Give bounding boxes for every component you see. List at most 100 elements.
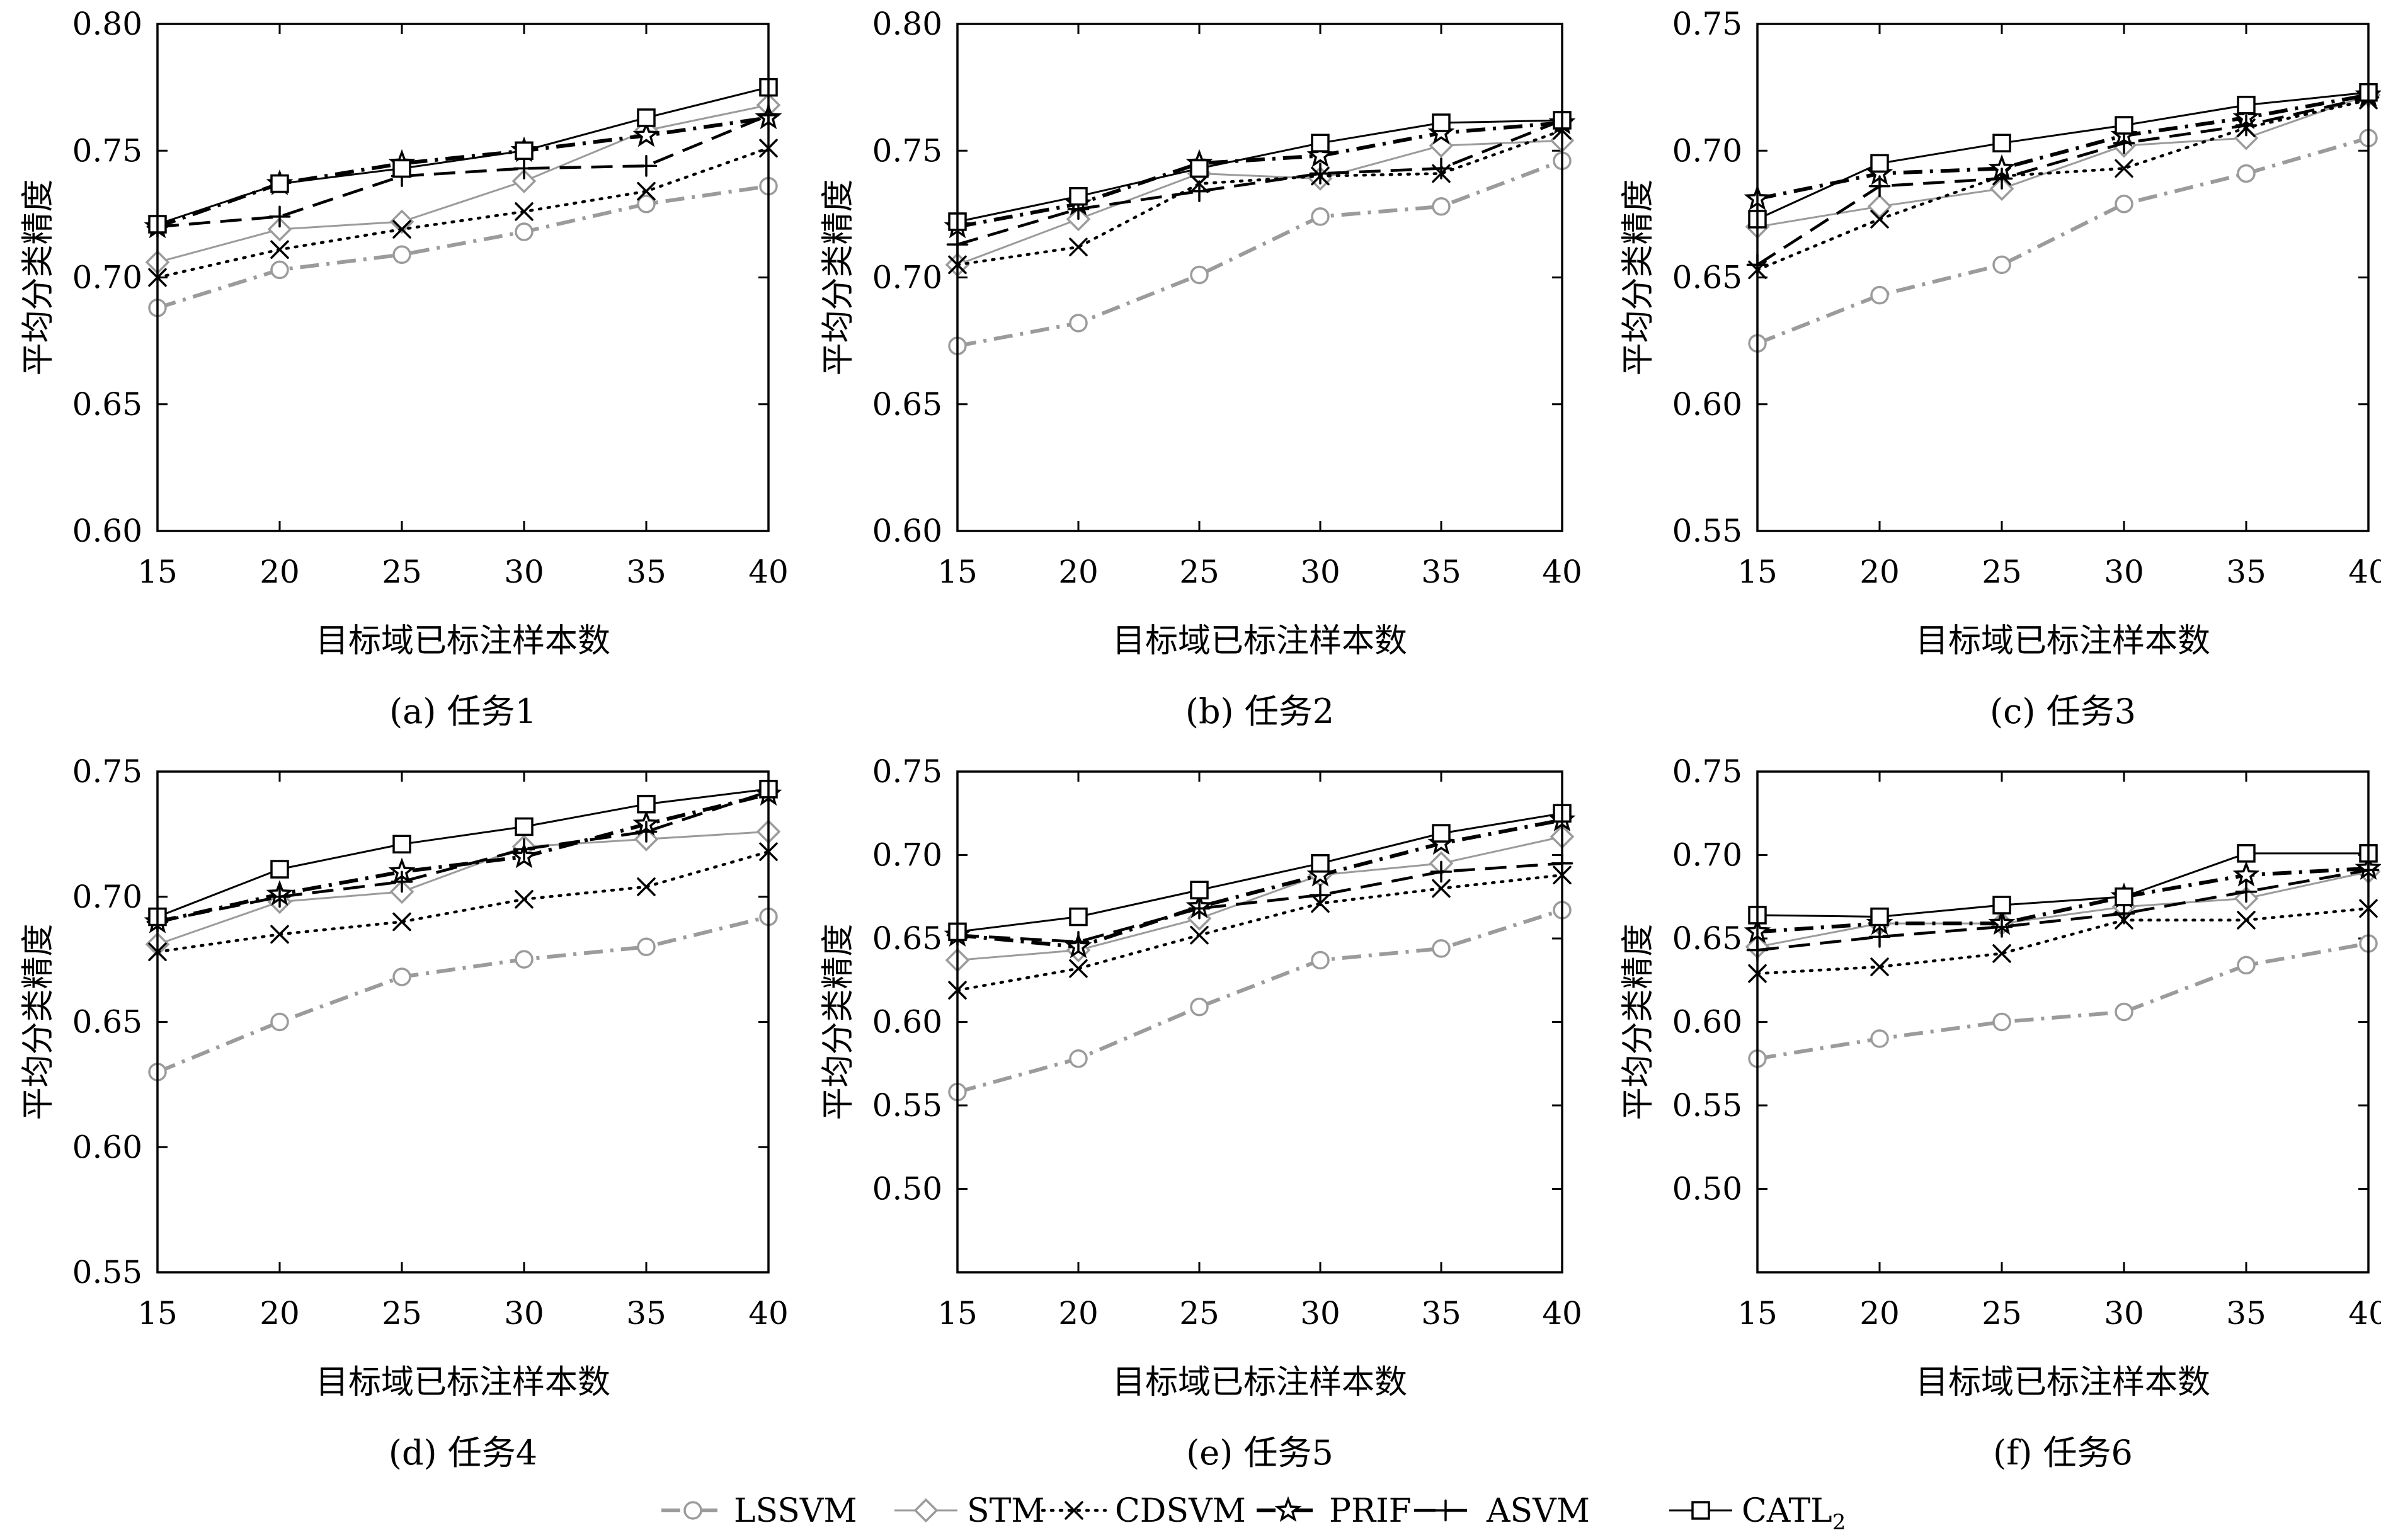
legend-item-prif: PRIF <box>1257 1492 1412 1530</box>
x-tick-label: 15 <box>1737 1295 1778 1332</box>
data-point-cdsvm <box>2237 911 2256 930</box>
y-tick-label: 0.80 <box>72 6 142 42</box>
y-tick-label: 0.65 <box>72 386 142 423</box>
series-line-cdsvm <box>156 850 770 954</box>
data-point-catl2 <box>1190 159 1209 178</box>
legend: LSSVM STM CDSVM PRIF ASVM CATL2 <box>661 1492 1846 1535</box>
chart-panel-1: 0.60 0.65 0.70 0.75 0.80 15 20 25 30 35 40 目标域已标注样本… <box>20 6 789 731</box>
data-point-catl2 <box>1311 134 1330 152</box>
data-point-asvm <box>1430 860 1453 883</box>
series-cdsvm <box>1748 91 2378 280</box>
data-point-asvm <box>1309 163 1332 185</box>
data-point-cdsvm <box>1992 944 2011 963</box>
data-point-stm <box>267 217 292 242</box>
x-tick-label: 30 <box>2104 1295 2144 1332</box>
data-point-catl2 <box>2237 96 2256 115</box>
y-tick-label: 0.75 <box>1672 753 1742 790</box>
x-tick-label: 20 <box>1859 1295 1900 1332</box>
series-prif <box>1744 854 2381 944</box>
data-point-catl2 <box>2237 844 2256 863</box>
series-line-cdsvm <box>956 874 1564 992</box>
data-point-catl2 <box>1432 113 1451 132</box>
series-line-stm <box>157 104 769 263</box>
data-point-cdsvm <box>1870 957 1889 976</box>
legend-label: CATL2 <box>1742 1492 1846 1535</box>
data-point-lssvm <box>1992 255 2011 275</box>
y-tick-label: 0.50 <box>1672 1171 1742 1207</box>
x-axis-title: 目标域已标注样本数 <box>316 1364 610 1401</box>
x-tick-label: 35 <box>2226 1295 2266 1332</box>
chart-panel-4: 0.55 0.60 0.65 0.70 0.75 15 20 25 30 35 40 目标域已标注样本… <box>20 753 789 1473</box>
plot-frame <box>156 23 770 532</box>
data-point-cdsvm <box>637 181 656 201</box>
data-point-cdsvm <box>515 889 534 909</box>
data-point-lssvm <box>1311 950 1330 970</box>
data-point-catl2 <box>392 835 411 854</box>
data-point-catl2 <box>1190 881 1209 899</box>
y-tick-label: 0.60 <box>872 1004 942 1041</box>
y-tick-label: 0.70 <box>872 837 942 874</box>
series-catl2 <box>948 804 1572 942</box>
data-point-lssvm <box>1870 1029 1889 1048</box>
series-line-asvm <box>1756 96 2369 266</box>
data-point-asvm <box>1990 168 2013 190</box>
y-tick-label: 0.50 <box>872 1171 942 1207</box>
legend-label-text: CDSVM <box>1115 1492 1246 1530</box>
data-point-asvm <box>391 870 413 893</box>
y-tick-label: 0.70 <box>72 260 142 296</box>
data-point-lssvm <box>270 260 289 280</box>
data-point-lssvm <box>270 1012 289 1032</box>
series-line-prif <box>1757 866 2369 934</box>
legend-item-cdsvm: CDSVM <box>1041 1492 1246 1530</box>
x-tick-label: 40 <box>748 554 789 590</box>
x-tick-label: 40 <box>748 1295 789 1332</box>
series-line-lssvm <box>1757 941 2369 1061</box>
y-tick-label: 0.65 <box>872 920 942 957</box>
series-catl2 <box>148 77 778 234</box>
series-line-cdsvm <box>956 128 1564 266</box>
data-point-cdsvm <box>2115 159 2133 178</box>
x-axis-title: 目标域已标注样本数 <box>1112 1364 1407 1401</box>
x-tick-label: 20 <box>260 1295 300 1332</box>
x-tick-label: 30 <box>504 554 544 590</box>
series-line-catl2 <box>1757 852 2368 918</box>
data-point-cdsvm <box>392 912 411 932</box>
series-stm <box>945 128 1575 277</box>
series-line-stm <box>157 830 769 945</box>
data-point-asvm <box>2113 132 2135 154</box>
y-tick-label: 0.75 <box>1672 6 1742 42</box>
series-prif <box>144 780 782 933</box>
series-line-stm <box>1757 94 2369 228</box>
series-line-catl2 <box>957 812 1563 933</box>
series-cdsvm <box>948 865 1572 1000</box>
series-line-catl2 <box>157 788 769 918</box>
series-line-stm <box>957 139 1563 266</box>
y-tick-label: 0.65 <box>872 386 942 423</box>
y-tick-label: 0.65 <box>72 1004 142 1041</box>
data-point-lssvm <box>2237 164 2256 183</box>
data-point-asvm <box>1430 157 1453 180</box>
series-cdsvm <box>1748 899 2378 983</box>
x-tick-label: 25 <box>1179 554 1219 590</box>
legend-item-lssvm: LSSVM <box>661 1492 857 1530</box>
series-line-asvm <box>1757 869 2369 952</box>
data-point-lssvm <box>637 937 656 956</box>
series-line-catl2 <box>957 119 1563 223</box>
plot-frame <box>956 770 1563 1274</box>
legend-label-text: LSSVM <box>734 1492 857 1530</box>
chart-panel-3: 0.55 0.60 0.65 0.70 0.75 15 20 25 30 35 40 目标域已标注样本… <box>1619 6 2381 731</box>
legend-label: CDSVM <box>1115 1492 1246 1530</box>
x-tick-label: 25 <box>1982 554 2022 590</box>
legend-item-stm: STM <box>894 1492 1045 1530</box>
y-tick-label: 0.70 <box>1672 132 1742 169</box>
x-axis-title: 目标域已标注样本数 <box>316 622 610 660</box>
x-tick-label: 20 <box>260 554 300 590</box>
series-lssvm <box>148 907 778 1081</box>
x-tick-label: 20 <box>1058 1295 1099 1332</box>
series-lssvm <box>1748 934 2378 1068</box>
y-tick-label: 0.70 <box>1672 837 1742 874</box>
x-tick-label: 30 <box>1300 1295 1340 1332</box>
y-tick-label: 0.60 <box>72 1129 142 1165</box>
y-tick-label: 0.65 <box>1672 260 1742 296</box>
